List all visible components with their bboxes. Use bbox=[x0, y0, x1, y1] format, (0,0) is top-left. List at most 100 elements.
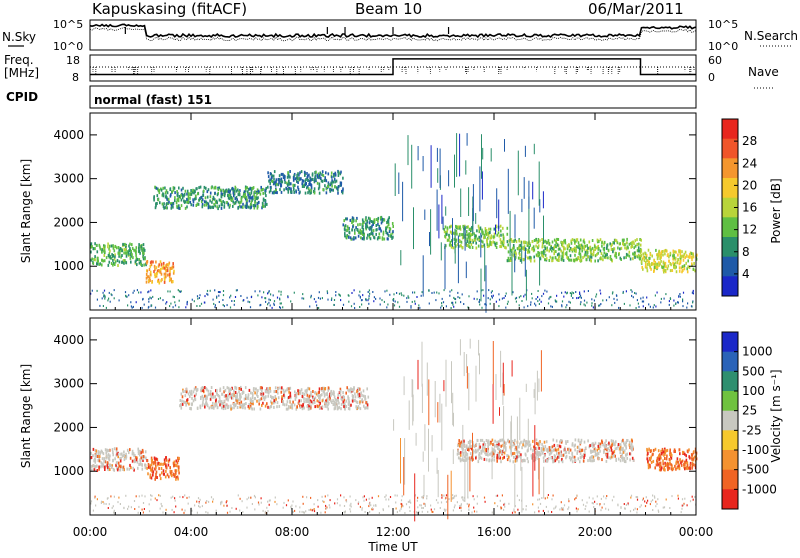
data-cell bbox=[572, 460, 574, 463]
data-cell bbox=[335, 291, 336, 293]
data-cell bbox=[607, 256, 609, 259]
data-cell bbox=[302, 185, 304, 188]
data-cell bbox=[257, 205, 259, 208]
data-cell bbox=[340, 390, 342, 393]
data-cell bbox=[446, 305, 447, 307]
data-cell bbox=[232, 205, 234, 208]
data-cell bbox=[288, 188, 290, 191]
data-cell bbox=[155, 462, 157, 465]
data-cell bbox=[384, 219, 386, 222]
data-cell bbox=[258, 201, 260, 204]
data-cell bbox=[123, 451, 125, 454]
data-cell bbox=[99, 246, 101, 249]
data-cell bbox=[249, 199, 251, 202]
data-cell bbox=[478, 460, 480, 463]
data-cell bbox=[372, 221, 374, 224]
data-cell bbox=[169, 188, 171, 191]
data-cell bbox=[375, 298, 376, 300]
data-cell bbox=[496, 441, 498, 444]
data-cell bbox=[311, 400, 313, 403]
data-cell bbox=[264, 396, 266, 399]
data-cell bbox=[186, 402, 188, 405]
data-cell bbox=[371, 229, 373, 232]
data-streak bbox=[448, 170, 449, 186]
data-cell bbox=[246, 186, 248, 189]
data-cell bbox=[521, 300, 522, 302]
data-cell bbox=[446, 501, 447, 503]
data-cell bbox=[392, 230, 394, 233]
data-streak bbox=[525, 247, 526, 259]
data-cell bbox=[492, 439, 494, 442]
data-cell bbox=[229, 204, 231, 207]
data-cell bbox=[500, 445, 502, 448]
data-cell bbox=[493, 448, 495, 451]
data-cell bbox=[246, 507, 247, 509]
data-cell bbox=[163, 207, 165, 210]
data-cell bbox=[318, 506, 319, 508]
data-cell bbox=[444, 228, 446, 231]
data-cell bbox=[137, 448, 139, 451]
data-cell bbox=[199, 502, 200, 504]
data-cell bbox=[355, 236, 357, 239]
data-cell bbox=[621, 448, 623, 451]
data-cell bbox=[314, 503, 315, 505]
data-cell bbox=[502, 233, 504, 236]
data-cell bbox=[211, 186, 213, 189]
data-cell bbox=[459, 507, 460, 509]
data-cell bbox=[392, 236, 394, 239]
data-cell bbox=[613, 496, 614, 498]
data-cell bbox=[396, 292, 397, 294]
data-cell bbox=[176, 190, 178, 193]
data-cell bbox=[327, 299, 328, 301]
data-cell bbox=[99, 459, 101, 462]
data-cell bbox=[491, 295, 492, 297]
data-cell bbox=[173, 464, 175, 467]
data-cell bbox=[514, 440, 516, 443]
data-cell bbox=[188, 195, 190, 198]
data-cell bbox=[293, 176, 295, 179]
data-cell bbox=[626, 453, 628, 456]
data-cell bbox=[538, 447, 540, 450]
data-cell bbox=[277, 392, 279, 395]
data-cell bbox=[373, 229, 375, 232]
data-cell bbox=[235, 391, 237, 394]
data-cell bbox=[342, 177, 344, 180]
data-cell bbox=[536, 254, 538, 257]
data-cell bbox=[237, 189, 239, 192]
data-cell bbox=[174, 301, 175, 303]
data-cell bbox=[673, 467, 675, 470]
data-cell bbox=[584, 441, 586, 444]
data-cell bbox=[441, 501, 442, 503]
data-cell bbox=[104, 251, 106, 254]
data-cell bbox=[277, 297, 278, 299]
data-cell bbox=[366, 387, 368, 390]
data-cell bbox=[602, 255, 604, 258]
data-cell bbox=[179, 300, 180, 302]
data-cell bbox=[630, 246, 632, 249]
data-cell bbox=[324, 176, 326, 179]
data-cell bbox=[507, 303, 508, 305]
data-cell bbox=[343, 304, 344, 306]
data-cell bbox=[322, 405, 324, 408]
data-cell bbox=[228, 387, 230, 390]
data-cell bbox=[191, 193, 193, 196]
data-cell bbox=[132, 256, 134, 259]
data-cell bbox=[552, 460, 554, 463]
data-cell bbox=[182, 496, 183, 498]
data-cell bbox=[160, 495, 161, 497]
data-cell bbox=[677, 457, 679, 460]
data-cell bbox=[595, 454, 597, 457]
data-cell bbox=[406, 301, 407, 303]
data-cell bbox=[211, 406, 213, 409]
data-cell bbox=[146, 261, 148, 264]
data-cell bbox=[120, 247, 122, 250]
data-cell bbox=[629, 243, 631, 246]
data-cell bbox=[305, 398, 307, 401]
data-cell bbox=[682, 269, 684, 272]
data-cell bbox=[171, 207, 173, 210]
data-cell bbox=[104, 254, 106, 257]
data-cell bbox=[637, 499, 638, 501]
data-cell bbox=[667, 468, 669, 471]
data-cell bbox=[160, 477, 162, 480]
data-cell bbox=[651, 255, 653, 258]
